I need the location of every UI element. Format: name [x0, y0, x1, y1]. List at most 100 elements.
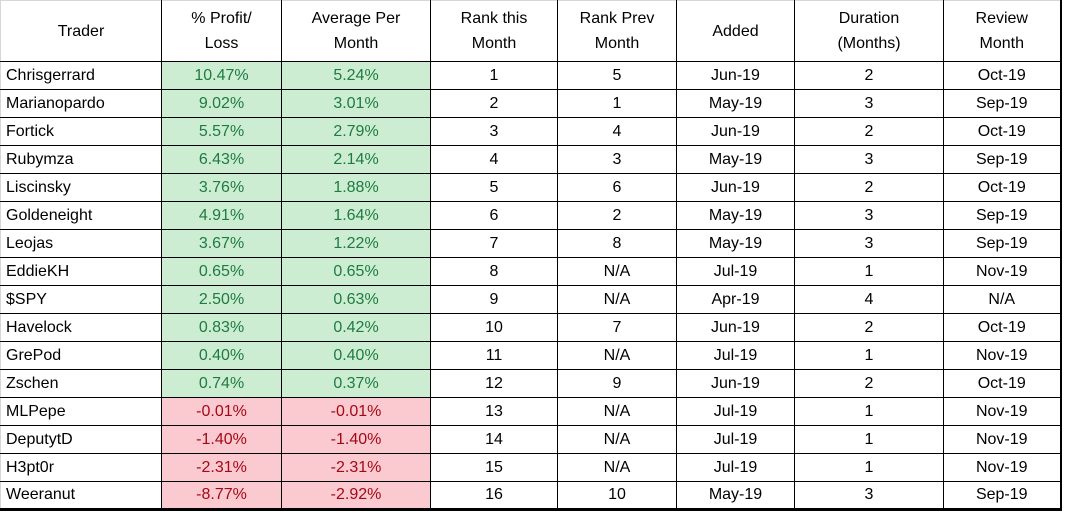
table-row: $SPY 2.50% 0.63% 9 N/A Apr-19 4 N/A: [0, 285, 1062, 314]
cell-rank-this-month: 3: [430, 117, 558, 146]
cell-profit-loss: 9.02%: [161, 89, 282, 118]
cell-duration-months: 2: [794, 313, 944, 342]
cell-duration-months: 3: [794, 229, 944, 258]
cell-trader: Fortick: [0, 117, 162, 146]
cell-added: Jun-19: [676, 61, 795, 90]
cell-rank-this-month: 1: [430, 61, 558, 90]
table-row: H3pt0r -2.31% -2.31% 15 N/A Jul-19 1 Nov-19: [0, 453, 1062, 482]
column-header-label: Trader: [57, 22, 105, 40]
cell-duration-months: 1: [794, 397, 944, 426]
column-header-label: Average Per: [311, 10, 401, 27]
table-row: Fortick 5.57% 2.79% 3 4 Jun-19 2 Oct-19: [0, 117, 1062, 146]
cell-duration-months: 1: [794, 453, 944, 482]
cell-duration-months: 1: [794, 425, 944, 454]
cell-review-month: Oct-19: [943, 369, 1062, 398]
cell-duration-months: 3: [794, 89, 944, 118]
cell-rank-prev-month: 5: [557, 61, 677, 90]
cell-added: Jul-19: [676, 341, 795, 370]
cell-added: Jul-19: [676, 425, 795, 454]
cell-trader: EddieKH: [0, 257, 162, 286]
column-header-profit-loss: % Profit/Loss: [161, 0, 282, 62]
table-row: Rubymza 6.43% 2.14% 4 3 May-19 3 Sep-19: [0, 145, 1062, 174]
cell-rank-this-month: 6: [430, 201, 558, 230]
cell-profit-loss: 2.50%: [161, 285, 282, 314]
table-row: Zschen 0.74% 0.37% 12 9 Jun-19 2 Oct-19: [0, 369, 1062, 398]
cell-added: May-19: [676, 481, 795, 511]
cell-average-per-month: 0.42%: [281, 313, 431, 342]
cell-profit-loss: 0.40%: [161, 341, 282, 370]
table-row: Marianopardo 9.02% 3.01% 2 1 May-19 3 Sep-19: [0, 89, 1062, 118]
table-row: Havelock 0.83% 0.42% 10 7 Jun-19 2 Oct-19: [0, 313, 1062, 342]
cell-rank-prev-month: 9: [557, 369, 677, 398]
cell-review-month: Sep-19: [943, 481, 1062, 511]
cell-added: Jun-19: [676, 117, 795, 146]
cell-rank-this-month: 10: [430, 313, 558, 342]
cell-rank-prev-month: 4: [557, 117, 677, 146]
cell-trader: Liscinsky: [0, 173, 162, 202]
column-header-label: % Profit/: [191, 10, 252, 27]
cell-rank-prev-month: 2: [557, 201, 677, 230]
table-row: Weeranut -8.77% -2.92% 16 10 May-19 3 Sep-19: [0, 481, 1062, 511]
cell-rank-this-month: 12: [430, 369, 558, 398]
column-header-label: Rank Prev: [579, 10, 655, 27]
column-header-added: Added: [676, 0, 795, 62]
cell-average-per-month: 2.14%: [281, 145, 431, 174]
column-header-label: Month: [594, 35, 640, 52]
cell-added: May-19: [676, 89, 795, 118]
cell-review-month: Sep-19: [943, 201, 1062, 230]
cell-rank-prev-month: 1: [557, 89, 677, 118]
cell-average-per-month: 2.79%: [281, 117, 431, 146]
cell-added: Jul-19: [676, 397, 795, 426]
column-header-rank-prev-month: Rank Prev Month: [557, 0, 677, 62]
table-row: Goldeneight 4.91% 1.64% 6 2 May-19 3 Sep-19: [0, 201, 1062, 230]
cell-duration-months: 3: [794, 481, 944, 511]
column-header-rank-this-month: Rank this Month: [430, 0, 558, 62]
column-header-label: Month: [333, 35, 379, 52]
table-row: DeputytD -1.40% -1.40% 14 N/A Jul-19 1 Nov-19: [0, 425, 1062, 454]
cell-average-per-month: -0.01%: [281, 397, 431, 426]
cell-profit-loss: -2.31%: [161, 453, 282, 482]
cell-rank-this-month: 9: [430, 285, 558, 314]
cell-duration-months: 1: [794, 257, 944, 286]
cell-duration-months: 2: [794, 369, 944, 398]
cell-duration-months: 4: [794, 285, 944, 314]
cell-rank-this-month: 11: [430, 341, 558, 370]
cell-review-month: Nov-19: [943, 397, 1062, 426]
cell-added: Apr-19: [676, 285, 795, 314]
cell-added: Jun-19: [676, 313, 795, 342]
cell-rank-prev-month: N/A: [557, 257, 677, 286]
cell-trader: GrePod: [0, 341, 162, 370]
cell-trader: MLPepe: [0, 397, 162, 426]
cell-average-per-month: 3.01%: [281, 89, 431, 118]
cell-rank-this-month: 5: [430, 173, 558, 202]
cell-profit-loss: 0.65%: [161, 257, 282, 286]
cell-profit-loss: 3.76%: [161, 173, 282, 202]
cell-trader: Zschen: [0, 369, 162, 398]
cell-rank-prev-month: 8: [557, 229, 677, 258]
column-header-label: Month: [471, 35, 517, 52]
column-header-average-per-month: Average Per Month: [281, 0, 431, 62]
table-row: Chrisgerrard 10.47% 5.24% 1 5 Jun-19 2 Oct-19: [0, 61, 1062, 90]
cell-rank-this-month: 2: [430, 89, 558, 118]
cell-review-month: Nov-19: [943, 425, 1062, 454]
cell-review-month: Nov-19: [943, 341, 1062, 370]
cell-review-month: Sep-19: [943, 145, 1062, 174]
table-body: Chrisgerrard 10.47% 5.24% 1 5 Jun-19 2 Oct-19 Ma…: [0, 61, 1062, 511]
cell-average-per-month: 1.88%: [281, 173, 431, 202]
cell-trader: Havelock: [0, 313, 162, 342]
cell-rank-this-month: 7: [430, 229, 558, 258]
column-header-review-month: Review Month: [943, 0, 1062, 62]
cell-rank-this-month: 13: [430, 397, 558, 426]
cell-trader: DeputytD: [0, 425, 162, 454]
column-header-label: Loss: [204, 35, 239, 52]
cell-trader: Leojas: [0, 229, 162, 258]
header-row: Trader% Profit/Loss Average Per Month Rank …: [0, 0, 1062, 62]
cell-review-month: Oct-19: [943, 173, 1062, 202]
cell-review-month: Oct-19: [943, 61, 1062, 90]
table-row: Leojas 3.67% 1.22% 7 8 May-19 3 Sep-19: [0, 229, 1062, 258]
cell-added: May-19: [676, 145, 795, 174]
cell-rank-prev-month: N/A: [557, 453, 677, 482]
column-header-label: Rank this: [460, 10, 528, 27]
cell-review-month: Nov-19: [943, 257, 1062, 286]
table-row: MLPepe -0.01% -0.01% 13 N/A Jul-19 1 Nov-19: [0, 397, 1062, 426]
